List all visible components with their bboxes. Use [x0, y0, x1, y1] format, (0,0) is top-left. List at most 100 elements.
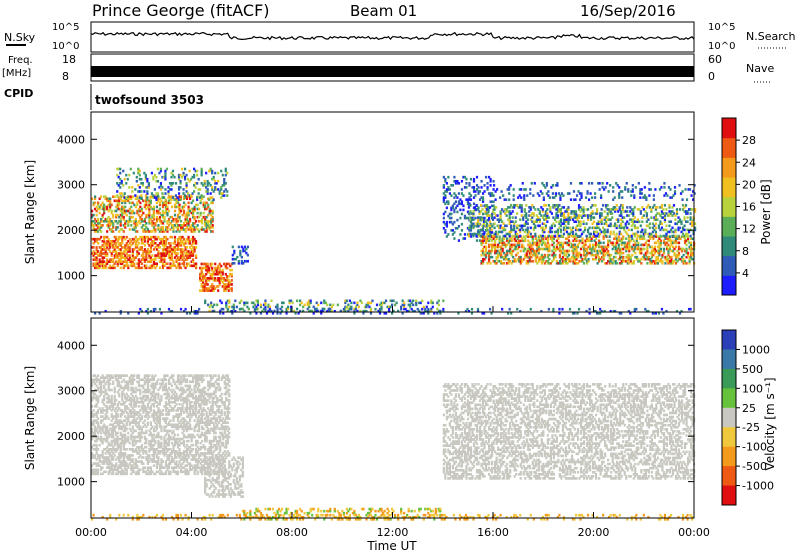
heatmap-cell — [617, 237, 620, 241]
heatmap-cell — [392, 309, 395, 313]
heatmap-cell — [205, 264, 208, 268]
heatmap-cell — [121, 462, 124, 465]
heatmap-cell — [208, 219, 211, 223]
heatmap-cell — [240, 262, 243, 265]
heatmap-cell — [574, 216, 578, 219]
heatmap-cell — [590, 196, 594, 199]
heatmap-cell — [685, 249, 688, 253]
heatmap-cell — [573, 214, 576, 217]
heatmap-cell — [469, 232, 472, 236]
heatmap-cell — [101, 398, 104, 402]
heatmap-cell — [548, 243, 551, 247]
heatmap-cell — [237, 259, 240, 263]
heatmap-cell — [556, 182, 559, 185]
heatmap-cell — [596, 253, 599, 257]
heatmap-cell — [185, 254, 189, 257]
heatmap-cell — [689, 234, 692, 238]
heatmap-cell — [559, 230, 563, 234]
heatmap-cell — [196, 215, 199, 219]
heatmap-cell — [184, 248, 187, 251]
heatmap-cell — [190, 237, 193, 241]
heatmap-cell — [164, 252, 168, 255]
heatmap-cell — [169, 258, 172, 261]
heatmap-cell — [119, 260, 122, 264]
heatmap-cell — [202, 211, 205, 215]
heatmap-cell — [561, 307, 564, 311]
heatmap-cell — [110, 454, 113, 457]
heatmap-cell — [549, 230, 552, 234]
heatmap-cell — [571, 312, 575, 315]
heatmap-cell — [538, 224, 541, 228]
heatmap-cell — [598, 241, 601, 245]
heatmap-cell — [192, 213, 195, 217]
heatmap-cell — [116, 431, 119, 435]
heatmap-cell — [169, 215, 172, 219]
heatmap-cell — [591, 257, 595, 261]
heatmap-cell — [620, 237, 623, 241]
heatmap-cell — [662, 249, 666, 253]
heatmap-cell — [110, 260, 113, 264]
heatmap-cell — [628, 253, 631, 257]
heatmap-cell — [518, 188, 521, 191]
heatmap-cell — [632, 247, 635, 251]
heatmap-cell — [106, 431, 109, 435]
heatmap-cell — [98, 246, 101, 249]
heatmap-cell — [632, 212, 635, 215]
heatmap-cell — [476, 307, 480, 311]
heatmap-cell — [224, 283, 227, 286]
heatmap-cell — [569, 198, 573, 201]
heatmap-cell — [184, 224, 187, 227]
heatmap-cell — [567, 253, 571, 257]
heatmap-cell — [106, 445, 109, 449]
heatmap-cell — [91, 390, 94, 394]
heatmap-cell — [634, 247, 637, 251]
heatmap-cell — [121, 239, 124, 243]
heatmap-cell — [531, 243, 534, 247]
heatmap-cell — [510, 224, 513, 228]
heatmap-cell — [153, 188, 157, 191]
heatmap-cell — [122, 211, 125, 215]
heatmap-cell — [673, 251, 676, 255]
heatmap-cell — [107, 396, 110, 400]
heatmap-cell — [671, 245, 675, 249]
colorbar-swatch — [722, 196, 736, 217]
heatmap-cell — [229, 309, 232, 313]
heatmap-cell — [612, 198, 615, 201]
heatmap-cell — [646, 245, 649, 249]
heatmap-cell — [112, 448, 115, 451]
heatmap-cell — [180, 175, 184, 179]
heatmap-cell — [674, 257, 678, 261]
heatmap-cell — [643, 243, 646, 247]
heatmap-cell — [547, 234, 550, 238]
heatmap-cell — [106, 224, 109, 227]
heatmap-cell — [368, 301, 371, 305]
heatmap-cell — [113, 394, 116, 398]
heatmap-cell — [632, 243, 635, 247]
heatmap-cell — [152, 209, 156, 213]
heatmap-cell — [658, 188, 662, 191]
heatmap-cell — [622, 255, 625, 259]
heatmap-cell — [202, 195, 205, 199]
heatmap-cell — [519, 249, 522, 253]
heatmap-cell — [407, 309, 410, 313]
heatmap-cell — [221, 173, 224, 177]
heatmap-cell — [202, 201, 205, 205]
heatmap-cell — [480, 241, 483, 245]
heatmap-cell — [501, 255, 504, 259]
heatmap-cell — [104, 431, 107, 435]
heatmap-cell — [97, 237, 100, 241]
heatmap-cell — [534, 241, 537, 245]
heatmap-cell — [97, 226, 100, 229]
heatmap-cell — [170, 309, 174, 313]
heatmap-cell — [560, 241, 563, 245]
heatmap-cell — [387, 309, 391, 313]
heatmap-cell — [669, 220, 673, 224]
heatmap-cell — [668, 224, 671, 228]
heatmap-cell — [602, 204, 605, 207]
heatmap-cell — [552, 206, 555, 209]
heatmap-cell — [92, 431, 95, 435]
heatmap-cell — [680, 309, 683, 313]
heatmap-cell — [97, 201, 100, 205]
heatmap-cell — [447, 202, 450, 206]
heatmap-cell — [594, 212, 597, 215]
